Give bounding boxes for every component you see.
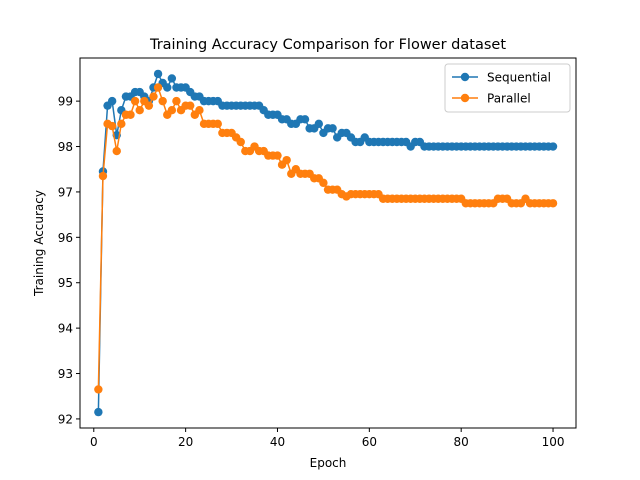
legend: Sequential Parallel: [444, 63, 571, 113]
data-point-parallel: [130, 96, 140, 106]
y-tick-label: 98: [58, 140, 73, 154]
data-point-sequential: [107, 96, 117, 106]
y-tick-label: 97: [58, 185, 73, 199]
x-axis-label: Epoch: [310, 456, 347, 470]
data-point-sequential: [328, 124, 337, 133]
x-tick-label: 60: [362, 435, 377, 449]
data-point-parallel: [282, 155, 291, 165]
data-point-sequential: [163, 83, 172, 92]
plot-area-frame: [79, 57, 577, 429]
data-point-parallel: [548, 199, 558, 208]
data-point-parallel: [213, 119, 222, 129]
y-tick-label: 96: [58, 231, 73, 245]
data-point-parallel: [153, 83, 163, 92]
data-point-parallel: [94, 385, 103, 394]
chart-title: Training Accuracy Comparison for Flower …: [149, 37, 506, 53]
legend-box: [444, 63, 571, 113]
y-tick-label: 99: [58, 95, 73, 109]
legend-marker-sequential: [460, 72, 470, 82]
y-axis-label: Training Accuracy: [32, 190, 46, 297]
x-tick-label: 100: [542, 435, 565, 449]
data-point-sequential: [94, 407, 103, 417]
data-point-parallel: [172, 96, 181, 106]
data-point-parallel: [195, 106, 204, 115]
x-tick-label: 80: [454, 435, 469, 449]
data-point-parallel: [158, 96, 167, 106]
x-tick-label: 20: [178, 435, 193, 449]
legend-label-sequential: Sequential: [487, 71, 551, 85]
data-point-sequential: [153, 69, 163, 79]
data-point-parallel: [273, 151, 282, 160]
data-point-sequential: [548, 142, 558, 151]
data-point-parallel: [112, 146, 121, 156]
data-point-parallel: [167, 106, 177, 115]
y-tick-label: 95: [58, 276, 73, 290]
data-point-parallel: [98, 171, 108, 181]
legend-label-parallel: Parallel: [487, 92, 531, 106]
x-tick-label: 0: [90, 435, 98, 449]
series-parallel: [94, 83, 558, 394]
data-point-parallel: [149, 92, 158, 101]
data-point-parallel: [144, 101, 154, 110]
y-tick-label: 92: [58, 412, 73, 426]
data-point-parallel: [135, 106, 144, 115]
legend-marker-parallel: [460, 93, 470, 103]
y-tick-label: 94: [58, 322, 73, 336]
data-point-parallel: [319, 178, 328, 188]
data-point-sequential: [167, 74, 177, 83]
y-tick-label: 93: [58, 367, 73, 381]
data-point-parallel: [126, 110, 135, 119]
data-point-parallel: [236, 137, 245, 147]
data-point-sequential: [300, 115, 310, 124]
data-point-sequential: [314, 119, 324, 129]
data-point-parallel: [117, 119, 126, 129]
data-point-parallel: [107, 121, 117, 131]
data-point-parallel: [186, 101, 195, 110]
x-tick-label: 40: [270, 435, 285, 449]
